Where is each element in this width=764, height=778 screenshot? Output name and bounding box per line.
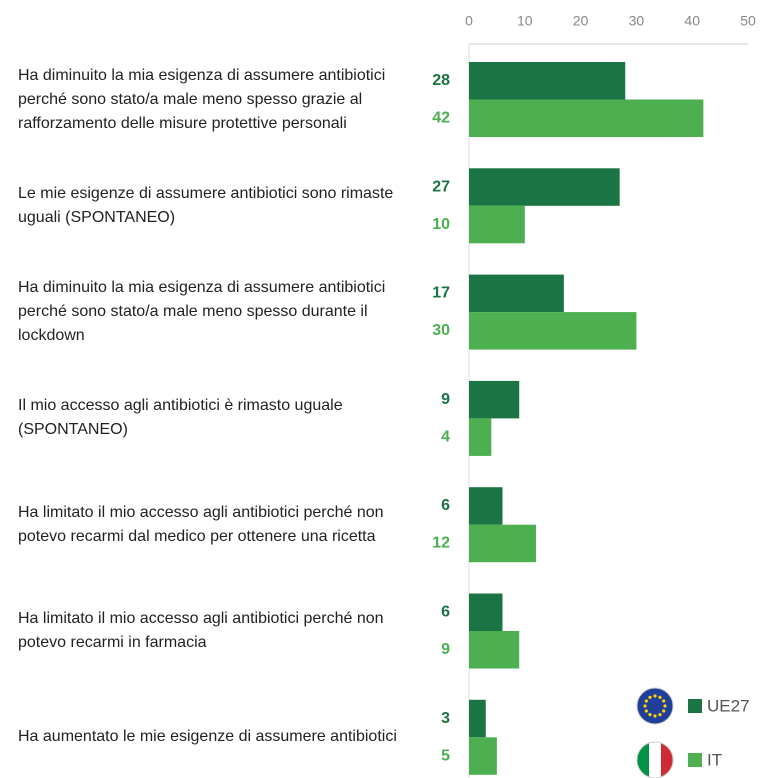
x-tick-label: 0 [465,13,473,29]
bar [469,699,486,738]
value-label: 12 [432,535,450,552]
legend-flag [636,687,674,725]
x-tick-label: 40 [684,13,700,29]
flag-eu [636,687,674,725]
value-label: 6 [441,497,450,514]
value-label: 9 [441,641,450,658]
bar [469,593,503,631]
category-label: Ha limitato il mio accesso agli antibiot… [18,503,384,545]
legend-swatch [688,753,702,767]
flag-green [637,742,649,778]
category-label: Le mie esigenze di assumere antibiotici … [18,184,394,226]
flag-star [662,699,666,703]
flag-star [653,694,657,698]
bar [469,62,626,100]
flag-star [658,695,662,699]
bar [469,380,520,419]
bar [469,737,497,775]
category-label: Ha aumentato le mie esigenze di assumere… [18,728,397,746]
bar [469,99,704,137]
bar [469,631,520,669]
flag-border [636,741,674,778]
category-label: Il mio accesso agli antibiotici è rimast… [18,397,343,439]
legend-swatch [688,699,702,713]
bar [469,524,536,563]
bar [469,312,637,350]
bar [469,487,503,525]
legend-flag [636,741,674,778]
flag-star [653,714,657,718]
value-label: 5 [441,747,450,764]
bar [469,168,620,206]
value-label: 3 [441,710,450,727]
category-label: Ha diminuito la mia esigenza di assumere… [18,66,386,132]
flag-star [662,709,666,713]
x-tick-label: 30 [629,13,645,29]
flag-red [661,742,673,778]
value-label: 4 [441,428,450,445]
bar [469,418,492,456]
bar [469,205,525,244]
flag-star [648,695,652,699]
value-label: 6 [441,603,450,620]
flag-star [644,709,648,713]
value-label: 17 [432,285,450,302]
x-tick-label: 20 [573,13,589,29]
value-label: 27 [432,178,450,195]
value-label: 9 [441,391,450,408]
flag-star [644,699,648,703]
x-tick-label: 10 [517,13,533,29]
value-label: 28 [432,72,450,89]
flag-star [658,713,662,717]
value-label: 30 [432,322,450,339]
category-label: Ha diminuito la mia esigenza di assumere… [18,279,386,345]
x-tick-label: 50 [740,13,756,29]
value-label: 10 [432,216,450,233]
flag-star [648,713,652,717]
flag-star [663,704,667,708]
legend-label: UE27 [707,696,750,715]
value-label: 42 [432,109,450,126]
bar [469,274,564,313]
category-label: Ha limitato il mio accesso agli antibiot… [18,610,384,651]
flag-white [649,742,661,778]
legend-label: IT [707,750,722,769]
flag-it [637,742,673,778]
flag-star [643,704,647,708]
